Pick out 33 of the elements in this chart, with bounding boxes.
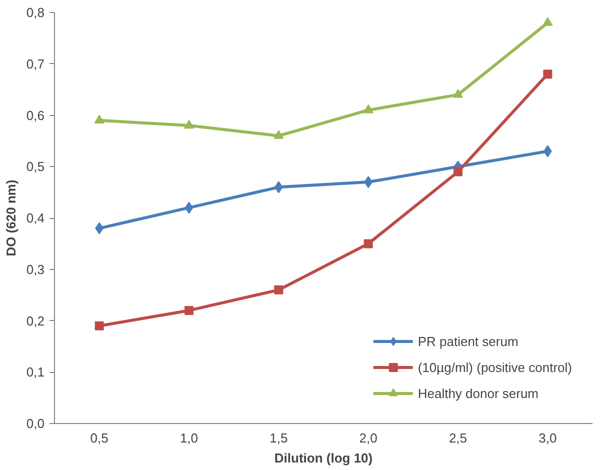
y-tick-label: 0,7 [26, 56, 45, 72]
point [94, 321, 104, 330]
x-tick-label: 2,5 [448, 430, 468, 446]
point [543, 70, 552, 79]
x-axis-title: Dilution (log 10) [274, 450, 373, 466]
point [94, 114, 104, 124]
point [184, 202, 194, 214]
point [184, 306, 194, 315]
point [453, 89, 463, 98]
y-tick-label: 0,1 [26, 364, 45, 380]
point [364, 239, 373, 248]
point [454, 167, 462, 176]
x-tick-label: 1,5 [270, 430, 288, 446]
y-tick-label: 0,8 [26, 5, 45, 20]
x-tick-label: 3,0 [538, 430, 557, 446]
y-tick-label: 0,3 [26, 262, 45, 277]
point [274, 130, 284, 139]
y-tick-label: 0,4 [26, 210, 45, 226]
x-tick-label: 2,0 [359, 430, 378, 446]
legend-label: (10µg/ml) (positive control) [418, 360, 572, 374]
legend-label: PR patient serum [418, 334, 518, 348]
x-tick-label: 0,5 [90, 430, 108, 446]
point [184, 120, 194, 129]
x-tick-label: 1,0 [180, 430, 198, 446]
y-tick-label: 0,2 [26, 313, 45, 328]
y-tick-label: 0,0 [26, 416, 45, 431]
point [363, 104, 374, 114]
y-tick-label: 0,5 [26, 159, 45, 174]
legend-label: Healthy donor serum [418, 386, 539, 400]
y-tick-label: 0,6 [26, 108, 45, 123]
point [274, 285, 284, 294]
point [542, 17, 553, 26]
y-axis-title: DO (620 nm) [3, 180, 18, 256]
